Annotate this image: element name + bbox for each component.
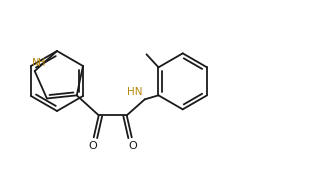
Text: H: H — [38, 58, 45, 68]
Text: O: O — [128, 141, 137, 151]
Text: N: N — [32, 58, 39, 68]
Text: HN: HN — [127, 87, 143, 97]
Text: O: O — [88, 141, 97, 151]
